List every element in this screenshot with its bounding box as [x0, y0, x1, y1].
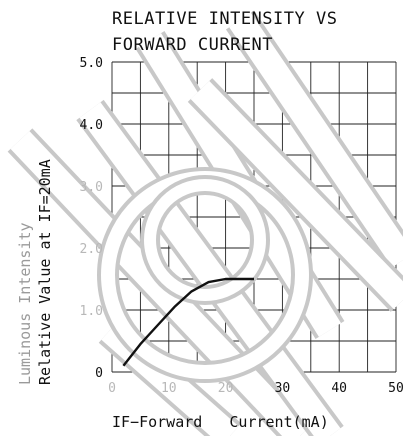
x-tick-label: 10 — [161, 381, 177, 396]
watermark-stripe-fill — [79, 102, 341, 436]
watermark-stripe-fill — [229, 12, 403, 268]
x-tick-label: 20 — [218, 381, 234, 396]
chart-title-line-2: FORWARD CURRENT — [112, 35, 273, 55]
chart-series — [122, 277, 254, 367]
chart-title-line-1: RELATIVE INTENSITY VS — [112, 9, 337, 29]
y-tick-labels: 0 1.0 2.0 3.0 4.0 5.0 — [80, 56, 103, 381]
x-axis-label: IF−Forward Current(mA) — [112, 413, 329, 431]
x-tick-label: 40 — [331, 381, 347, 396]
x-tick-label: 50 — [388, 381, 403, 396]
y-tick-label: 5.0 — [80, 56, 103, 71]
y-axis-label-line-2: Relative Value at IF=20mA — [36, 159, 54, 385]
watermark-stripe-fill — [10, 131, 310, 436]
watermark-inner-ring-fill — [144, 179, 266, 301]
watermark-stripe-fill — [190, 80, 403, 310]
y-axis-label-line-1: Luminous Intensity — [16, 222, 34, 385]
watermark-overlay — [7, 10, 403, 436]
y-tick-label: 4.0 — [80, 118, 103, 133]
y-tick-label: 1.0 — [80, 304, 103, 319]
x-tick-label: 30 — [275, 381, 291, 396]
x-tick-label: 0 — [108, 381, 116, 396]
y-tick-label: 2.0 — [80, 242, 103, 257]
y-tick-label: 3.0 — [80, 180, 103, 195]
y-tick-label: 0 — [95, 366, 103, 381]
x-tick-labels: 0 10 20 30 40 50 — [108, 381, 403, 396]
series-line — [122, 277, 254, 367]
